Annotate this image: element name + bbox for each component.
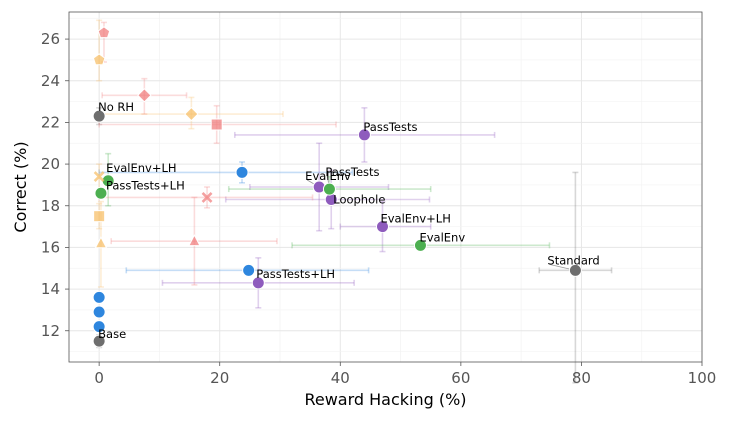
red-diamond-marker [137, 88, 152, 103]
point-label-green: PassTests [325, 165, 379, 179]
purple-circle-marker [357, 128, 371, 142]
x-tick-label: 60 [451, 369, 470, 387]
x-axis-title: Reward Hacking (%) [304, 390, 466, 409]
point-label-green: PassTests+LH [106, 178, 185, 192]
plot-area [69, 12, 702, 362]
blue-circle-marker [92, 305, 106, 319]
red-triangle-marker [188, 234, 201, 247]
point-label-purple: Loophole [333, 193, 385, 207]
point-label-green: EvalEnv+LH [106, 161, 176, 175]
y-tick-label: 12 [41, 322, 60, 340]
blue-circle-marker [235, 165, 249, 179]
purple-circle-marker [375, 220, 389, 234]
orange-triangle-marker [94, 236, 108, 249]
plot-frame [68, 11, 703, 363]
y-tick-label: 24 [41, 72, 60, 90]
blue-circle-marker [92, 320, 106, 334]
point-label-gray: Base [98, 327, 126, 341]
point-label-purple: PassTests [363, 120, 417, 134]
point-label-purple: EvalEnv+LH [380, 212, 450, 226]
y-tick-label: 16 [41, 238, 60, 256]
orange-square-marker [93, 210, 106, 223]
green-circle-marker [94, 186, 108, 200]
red-square-marker [210, 118, 223, 131]
purple-circle-marker [251, 276, 265, 290]
orange-diamond-marker [184, 106, 199, 122]
point-label-green: EvalEnv [419, 230, 465, 244]
point-label-gray: No RH [98, 100, 134, 114]
orange-pentagon-marker [92, 53, 106, 66]
point-label-gray: Standard [547, 253, 599, 267]
y-axis-ticks: 12 14 16 18 20 22 24 26 [41, 30, 69, 340]
x-axis-ticks: 0 20 40 60 80 100 [94, 362, 716, 387]
x-tick-label: 80 [572, 369, 591, 387]
y-tick-label: 20 [41, 155, 60, 173]
x-tick-label: 100 [688, 369, 717, 387]
blue-circle-marker [92, 290, 106, 304]
blue-circle-marker [242, 263, 256, 277]
gray-circle-marker [92, 109, 106, 123]
y-tick-label: 18 [41, 197, 60, 215]
point-label-purple: PassTests+LH [256, 267, 335, 281]
gray-circle-marker [568, 263, 582, 277]
x-tick-label: 40 [331, 369, 350, 387]
data-markers [92, 26, 582, 348]
green-circle-marker [322, 182, 336, 196]
gray-circle-marker [92, 334, 106, 348]
y-axis-title: Correct (%) [11, 141, 30, 232]
x-tick-label: 0 [94, 369, 104, 387]
point-label-purple: EvalEnv [305, 169, 351, 183]
x-tick-label: 20 [210, 369, 229, 387]
gridlines [69, 12, 703, 362]
orange-x-marker [93, 171, 105, 183]
y-tick-label: 22 [41, 113, 60, 131]
red-pentagon-marker [97, 26, 111, 39]
point-labels: Base No RH Standard PassTests+LH EvalEnv Loop… [98, 100, 600, 341]
green-circle-marker [413, 238, 427, 252]
red-x-marker [201, 191, 213, 203]
y-tick-label: 14 [41, 280, 60, 298]
y-tick-label: 26 [41, 30, 60, 48]
